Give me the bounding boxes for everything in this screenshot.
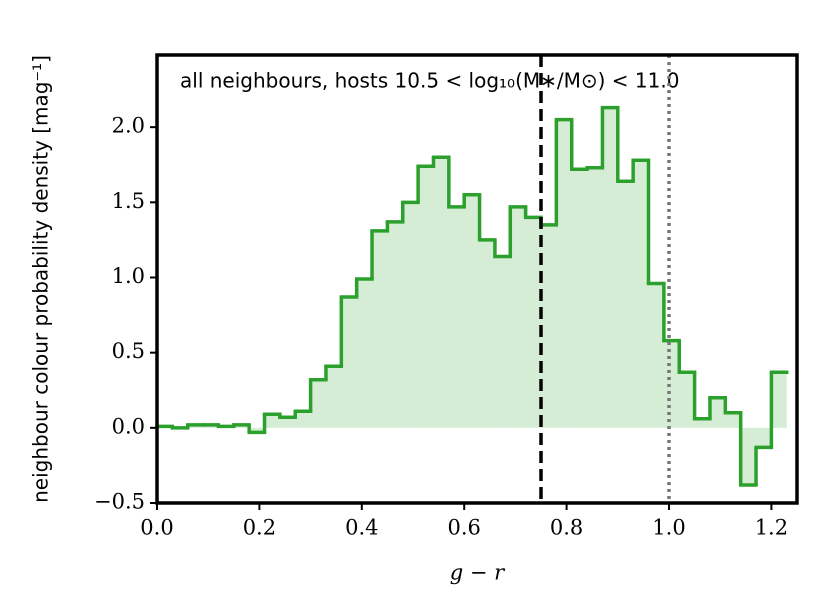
bar (387, 221, 403, 428)
bar (648, 283, 664, 428)
bar (418, 166, 434, 428)
bar (756, 427, 772, 448)
bar (602, 107, 618, 428)
bar (587, 167, 603, 428)
bar (694, 418, 710, 428)
y-tick-label: 0.0 (112, 414, 145, 438)
bar (771, 372, 787, 428)
plot-frame (155, 53, 799, 505)
x-tick-label: 0.8 (550, 516, 583, 540)
y-tick-label: 0.5 (112, 339, 145, 363)
bar (433, 157, 449, 428)
y-axis-label: neighbour colour probability density [ma… (29, 55, 53, 503)
bar (633, 160, 649, 428)
bar (448, 206, 465, 428)
chart-title: all neighbours, hosts 10.5 < log₁₀(M∗/M⊙… (180, 69, 679, 93)
bar (541, 224, 557, 428)
x-tick-label: 0.4 (345, 516, 378, 540)
bar (740, 427, 757, 485)
y-tick-label: 1.5 (112, 189, 145, 213)
bar (264, 414, 280, 428)
bar (725, 412, 741, 428)
bar (295, 411, 311, 428)
bar (402, 202, 419, 428)
bar (709, 397, 726, 428)
y-tick-label: −0.5 (94, 490, 145, 514)
bar (279, 417, 296, 428)
bar (464, 194, 480, 428)
bar (679, 372, 695, 428)
bar (571, 169, 588, 428)
y-tick-label: 1.0 (112, 264, 145, 288)
bar (510, 206, 526, 428)
x-tick-label: 0.0 (140, 516, 173, 540)
bar (525, 217, 541, 428)
x-tick-label: 1.2 (755, 516, 788, 540)
x-tick-label: 0.6 (447, 516, 480, 540)
x-tick-label: 0.2 (243, 516, 276, 540)
bar (479, 239, 495, 428)
x-tick-label: 1.0 (652, 516, 685, 540)
bar (341, 297, 357, 428)
y-tick-label: 2.0 (112, 114, 145, 138)
bar (663, 340, 680, 428)
bar (617, 181, 634, 428)
bar (494, 256, 511, 428)
bar (356, 279, 373, 428)
bar (325, 366, 342, 428)
bar (556, 119, 572, 428)
bar (310, 379, 326, 428)
bar (372, 230, 388, 428)
bar (249, 427, 265, 433)
x-axis-label: g − r (450, 561, 506, 585)
